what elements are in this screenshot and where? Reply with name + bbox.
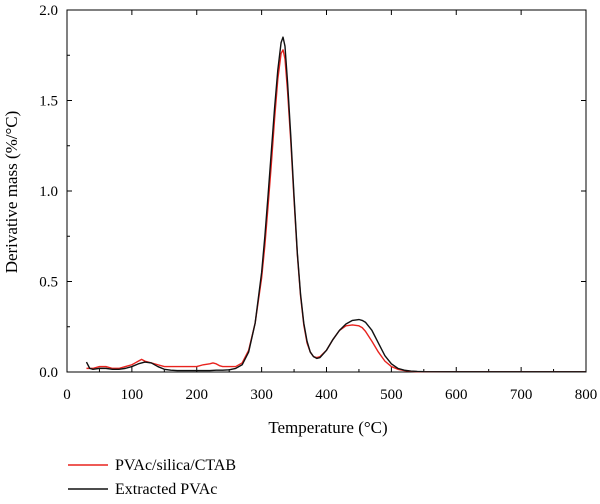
- x-tick-label: 600: [445, 387, 468, 403]
- y-tick-label: 0.5: [39, 275, 58, 291]
- x-tick-label: 100: [121, 387, 144, 403]
- series-lines: [85, 36, 586, 373]
- x-axis-title: Temperature (°C): [268, 418, 387, 437]
- series-line-pvac-silica-ctab: [86, 49, 586, 373]
- y-tick-label: 1.5: [39, 94, 58, 110]
- legend-label: Extracted PVAc: [115, 481, 217, 498]
- legend-label: PVAc/silica/CTAB: [115, 457, 236, 474]
- x-tick-label: 800: [575, 387, 598, 403]
- x-tick-label: 700: [510, 387, 533, 403]
- y-axis-title: Derivative mass (%/°C): [2, 111, 21, 274]
- axes: [66, 9, 587, 373]
- x-tick-label: 500: [380, 387, 403, 403]
- series-line-extracted-pvac: [85, 36, 586, 373]
- y-tick-label: 0.0: [39, 365, 58, 381]
- x-tick-label: 300: [250, 387, 273, 403]
- y-tick-label: 1.0: [39, 184, 58, 200]
- x-tick-label: 400: [315, 387, 338, 403]
- legend: PVAc/silica/CTAB Extracted PVAc: [68, 457, 236, 498]
- x-tick-label: 0: [63, 387, 71, 403]
- y-tick-label: 2.0: [39, 3, 58, 19]
- x-tick-label: 200: [186, 387, 209, 403]
- tick-labels: 0 100 200 300 400 500 600 700 800 0.0 0.5 1.0 1.5 2.0: [39, 3, 597, 403]
- plot-frame: [66, 9, 587, 373]
